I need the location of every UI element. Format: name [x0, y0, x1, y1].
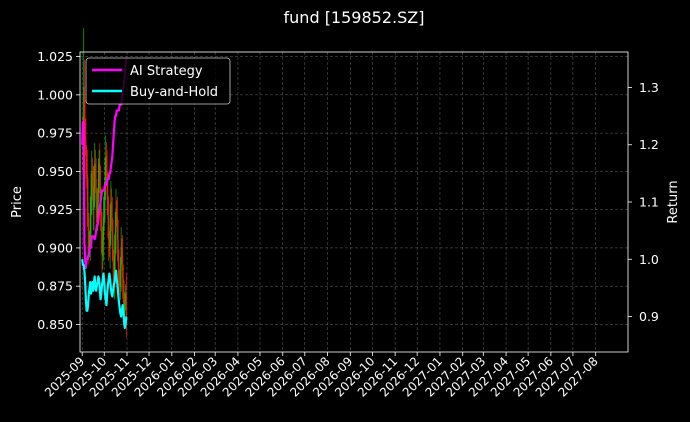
legend-label-ai-strategy: AI Strategy [130, 64, 203, 79]
y2-tick-label: 1.1 [639, 195, 659, 210]
series-line-ai-strategy [81, 58, 128, 269]
candle-body [85, 137, 87, 160]
candle-body [84, 117, 86, 138]
right-axis-ticks: 0.9 1.0 1.1 1.2 1.3 [628, 80, 659, 324]
y-tick-label: 0.950 [37, 164, 73, 179]
candle-body [113, 263, 115, 279]
candle-body [102, 240, 104, 256]
candle-body [98, 163, 100, 180]
candle-body [116, 209, 118, 218]
left-axis-ticks: 0.850 0.875 0.900 0.925 0.950 0.975 1.000 1.025 [37, 49, 80, 332]
y2-tick-label: 1.2 [639, 137, 659, 152]
candle-body [122, 255, 124, 279]
series-line-buy-and-hold [81, 259, 128, 330]
candle-body [107, 194, 109, 218]
candle-body [83, 87, 85, 154]
candle-body [117, 240, 119, 264]
y2-tick-label: 1.3 [639, 80, 659, 95]
y-tick-label: 1.000 [37, 87, 73, 102]
y-tick-label: 1.025 [37, 49, 73, 64]
candle-body [114, 255, 116, 279]
candle-body [125, 293, 127, 302]
candle-body [109, 224, 111, 248]
candle-body [112, 240, 114, 264]
candle-body [116, 217, 118, 241]
candle-body [110, 202, 112, 225]
series-lines [81, 58, 128, 330]
y-tick-label: 0.900 [37, 240, 73, 255]
candle-body [90, 194, 92, 218]
candle-body [120, 247, 122, 271]
candle-body [99, 163, 101, 187]
chart-title: fund [159852.SZ] [284, 8, 425, 27]
candle-body [86, 174, 88, 202]
candle-body [124, 301, 126, 310]
candle-body [103, 217, 105, 241]
candle-body [95, 179, 97, 202]
candle-body [121, 247, 123, 256]
y-tick-label: 0.975 [37, 126, 73, 141]
candle-body [89, 217, 91, 241]
candle-body [88, 229, 90, 248]
candle-body [97, 202, 99, 218]
candle-body [92, 186, 94, 210]
y2-axis-label: Return [666, 180, 681, 223]
candle-body [108, 217, 110, 241]
candle-body [111, 202, 113, 218]
candle-body [91, 171, 93, 187]
candle-body [87, 202, 89, 230]
candle-body [94, 163, 96, 187]
candle-body [119, 278, 121, 287]
candle-body [101, 232, 103, 256]
legend-label-buy-and-hold: Buy-and-Hold [130, 85, 218, 100]
candle-body [86, 159, 88, 175]
candlesticks [82, 27, 127, 338]
candle-body [114, 232, 116, 256]
candle-body [115, 209, 117, 233]
y-tick-label: 0.925 [37, 202, 73, 217]
y2-tick-label: 0.9 [639, 309, 659, 324]
y2-tick-label: 1.0 [639, 252, 659, 267]
y-axis-label: Price [10, 186, 25, 218]
candle-body [118, 263, 120, 279]
candle-body [97, 179, 99, 202]
candle-body [91, 171, 93, 195]
candle-body [103, 202, 105, 218]
candle-body [94, 163, 96, 180]
candle-body [108, 240, 110, 248]
candle-body [100, 209, 102, 233]
candle-body [119, 270, 121, 287]
candle-body [89, 240, 91, 248]
candle-body [125, 293, 127, 317]
candle-body [123, 293, 125, 310]
y-tick-label: 0.875 [37, 279, 73, 294]
candle-body [122, 278, 124, 294]
candle-body [93, 186, 95, 210]
candle-body [105, 156, 107, 180]
legend: AI Strategy Buy-and-Hold [85, 57, 231, 105]
candle-body [96, 202, 98, 218]
candle-body [105, 156, 107, 172]
candle-body [83, 87, 85, 118]
candle-body [111, 217, 113, 241]
y-tick-label: 0.850 [37, 317, 73, 332]
